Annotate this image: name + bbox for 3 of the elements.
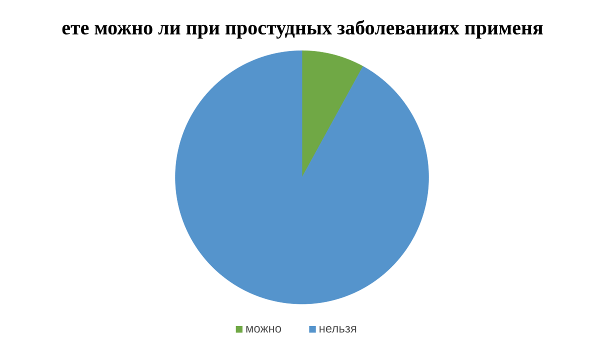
legend-label: нельзя bbox=[320, 326, 356, 333]
legend-label: можно bbox=[246, 326, 282, 333]
chart-title: ете можно ли при простудных заболеваниях применя bbox=[62, 20, 543, 39]
